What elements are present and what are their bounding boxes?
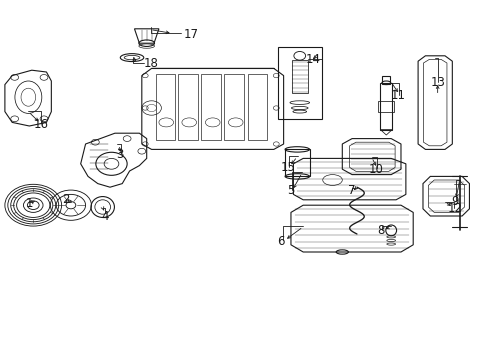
Text: 3: 3 <box>116 148 123 161</box>
Bar <box>378 101 393 112</box>
Text: 11: 11 <box>390 89 405 102</box>
Bar <box>224 74 243 140</box>
Bar <box>291 60 307 93</box>
Bar <box>155 74 175 140</box>
Bar <box>382 76 389 84</box>
Text: 14: 14 <box>305 53 320 66</box>
Text: 5: 5 <box>286 184 294 197</box>
Text: 4: 4 <box>101 210 109 222</box>
Bar <box>247 74 267 140</box>
Text: 16: 16 <box>34 118 49 131</box>
Text: 9: 9 <box>450 195 458 208</box>
Bar <box>380 83 391 130</box>
Text: 18: 18 <box>144 57 159 69</box>
Text: 8: 8 <box>377 224 385 237</box>
Bar <box>285 149 309 176</box>
Text: 10: 10 <box>368 163 383 176</box>
Text: 1: 1 <box>25 197 33 210</box>
Text: 17: 17 <box>183 28 198 41</box>
Bar <box>178 74 198 140</box>
Text: 2: 2 <box>62 193 70 206</box>
Bar <box>201 74 221 140</box>
Bar <box>277 47 321 119</box>
Text: 12: 12 <box>447 202 461 215</box>
Text: 7: 7 <box>347 184 355 197</box>
Text: 6: 6 <box>277 235 285 248</box>
Text: 13: 13 <box>429 76 444 89</box>
Text: 15: 15 <box>281 161 295 174</box>
